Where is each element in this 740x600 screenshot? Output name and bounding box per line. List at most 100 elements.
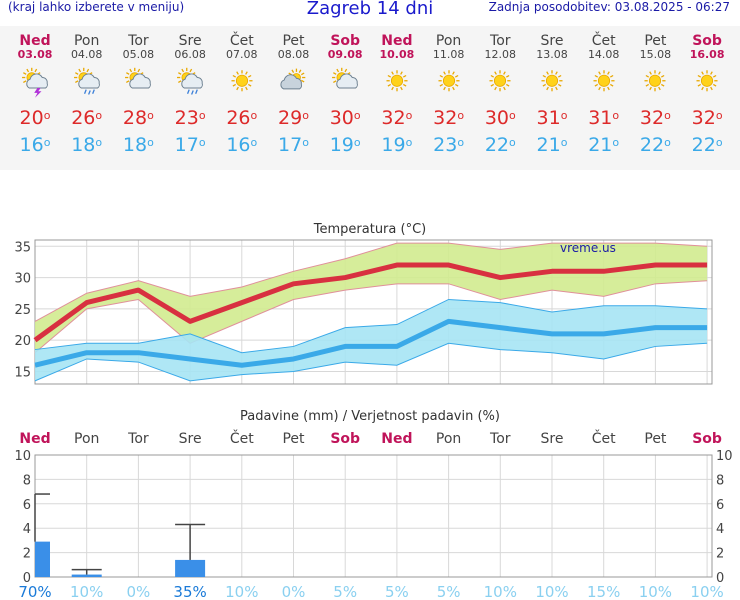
degree-sign: o xyxy=(715,136,723,149)
temp-min: 18o xyxy=(61,134,113,156)
y-tick-label: 6 xyxy=(23,498,31,513)
band-upper-edge xyxy=(34,242,708,322)
y-tick-label-right: 10 xyxy=(716,449,733,464)
temp-max: 23o xyxy=(164,107,216,129)
y-tick-label-right: 4 xyxy=(716,522,724,537)
temp-max: 28o xyxy=(112,107,164,129)
day-date: 06.08 xyxy=(174,48,206,61)
day-name: Pon xyxy=(73,33,100,49)
degree-sign: o xyxy=(457,136,465,149)
temp-min-value: 19 xyxy=(329,134,354,156)
day-column: Sre 06.08 23o 17o xyxy=(164,26,216,156)
y-tick-label: 2 xyxy=(23,547,31,562)
precipitation-probability: 10% xyxy=(484,583,517,600)
temp-min: 22o xyxy=(474,134,526,156)
day-name: Čet xyxy=(591,33,616,49)
temp-max-value: 29 xyxy=(278,107,303,129)
degree-sign: o xyxy=(560,136,568,149)
y-tick-label: 4 xyxy=(23,522,31,537)
temp-min: 16o xyxy=(216,134,268,156)
day-date: 16.08 xyxy=(689,48,725,61)
precipitation-bar xyxy=(175,559,206,577)
temp-min: 22o xyxy=(681,134,733,156)
precipitation-bar xyxy=(71,574,102,577)
temp-min-value: 21 xyxy=(536,134,561,156)
x-tick-label: Čet xyxy=(592,429,616,447)
day-column: Čet 07.08 26o 16o xyxy=(216,26,268,156)
y-tick-label-right: 0 xyxy=(716,571,724,586)
degree-sign: o xyxy=(43,136,51,149)
x-tick-label: Pet xyxy=(282,431,305,447)
x-tick-label: Tor xyxy=(127,431,149,447)
temp-max: 26o xyxy=(61,107,113,129)
precipitation-probability: 15% xyxy=(587,583,620,600)
temp-min-value: 19 xyxy=(381,134,406,156)
day-column: Tor 05.08 28o 18o xyxy=(112,26,164,156)
day-column: Sob 16.08 32o 22o xyxy=(681,26,733,156)
temp-max: 32o xyxy=(681,107,733,129)
precipitation-chart: Padavine (mm) / Verjetnost padavin (%) Ne… xyxy=(14,409,733,600)
day-name: Čet xyxy=(229,33,254,49)
sun-icon xyxy=(231,70,253,92)
degree-sign: o xyxy=(715,109,723,122)
degree-sign: o xyxy=(147,109,154,122)
temp-min-value: 18 xyxy=(71,134,96,156)
precipitation-bar xyxy=(35,541,50,577)
degree-sign: o xyxy=(147,136,154,149)
temp-max-value: 23 xyxy=(174,107,199,129)
location-menu-hint[interactable]: (kraj lahko izberete v meniju) xyxy=(8,0,185,14)
day-column: Pet 08.08 29o 17o xyxy=(268,26,320,156)
degree-sign: o xyxy=(612,109,620,122)
temp-min: 17o xyxy=(164,134,216,156)
temp-min: 17o xyxy=(268,134,320,156)
precipitation-probability: 5% xyxy=(333,583,357,600)
precipitation-probability: 10% xyxy=(225,583,258,600)
temp-max: 20o xyxy=(9,107,61,129)
temperature-chart: Temperatura (°C) 15 20 25 30 35 vreme.us xyxy=(14,222,713,385)
day-name: Tor xyxy=(128,33,149,49)
day-date: 13.08 xyxy=(536,48,568,61)
temp-max: 32o xyxy=(371,107,423,129)
plot-frame xyxy=(34,454,713,578)
precipitation-probability: 5% xyxy=(437,583,461,600)
precipitation-probability: 5% xyxy=(385,583,409,600)
degree-sign: o xyxy=(353,109,361,122)
band-upper-edge xyxy=(34,298,708,354)
sun-icon xyxy=(593,70,615,92)
x-tick-label: Sob xyxy=(330,431,360,447)
day-name: Sob xyxy=(330,33,361,49)
day-date: 11.08 xyxy=(432,48,465,61)
day-column: Sob 09.08 30o 19o xyxy=(319,26,371,156)
temp-max-value: 31 xyxy=(536,107,561,129)
band-lower-edge xyxy=(34,342,708,382)
temp-min-value: 16 xyxy=(226,134,251,156)
day-name: Sre xyxy=(540,33,564,49)
degree-sign: o xyxy=(95,136,103,149)
temp-max: 30o xyxy=(474,107,526,129)
x-tick-label: Sre xyxy=(541,431,564,447)
day-name: Tor xyxy=(490,33,511,49)
temp-max-value: 26 xyxy=(71,107,96,129)
degree-sign: o xyxy=(198,136,206,149)
x-tick-label: Pon xyxy=(436,431,461,447)
temp-max-value: 32 xyxy=(433,107,458,129)
plot-frame xyxy=(34,239,713,385)
sun-icon xyxy=(386,70,408,92)
temp-min-value: 21 xyxy=(588,134,613,156)
degree-sign: o xyxy=(302,136,309,149)
degree-sign: o xyxy=(302,109,309,122)
temp-max-value: 26 xyxy=(226,107,251,129)
day-date: 08.08 xyxy=(277,48,310,61)
y-tick-label: 20 xyxy=(14,334,31,349)
temp-max: 32o xyxy=(423,107,475,129)
day-column: Ned 10.08 32o 19o xyxy=(371,26,423,156)
temp-max: 29o xyxy=(268,107,320,129)
day-column: Pon 11.08 32o 23o xyxy=(423,26,475,156)
precipitation-probability: 10% xyxy=(535,583,568,600)
y-tick-label-right: 2 xyxy=(716,547,724,562)
temp-min-value: 16 xyxy=(19,134,44,156)
temp-max-value: 32 xyxy=(381,107,406,129)
degree-sign: o xyxy=(509,136,516,149)
day-name: Ned xyxy=(19,33,51,49)
degree-sign: o xyxy=(353,136,361,149)
